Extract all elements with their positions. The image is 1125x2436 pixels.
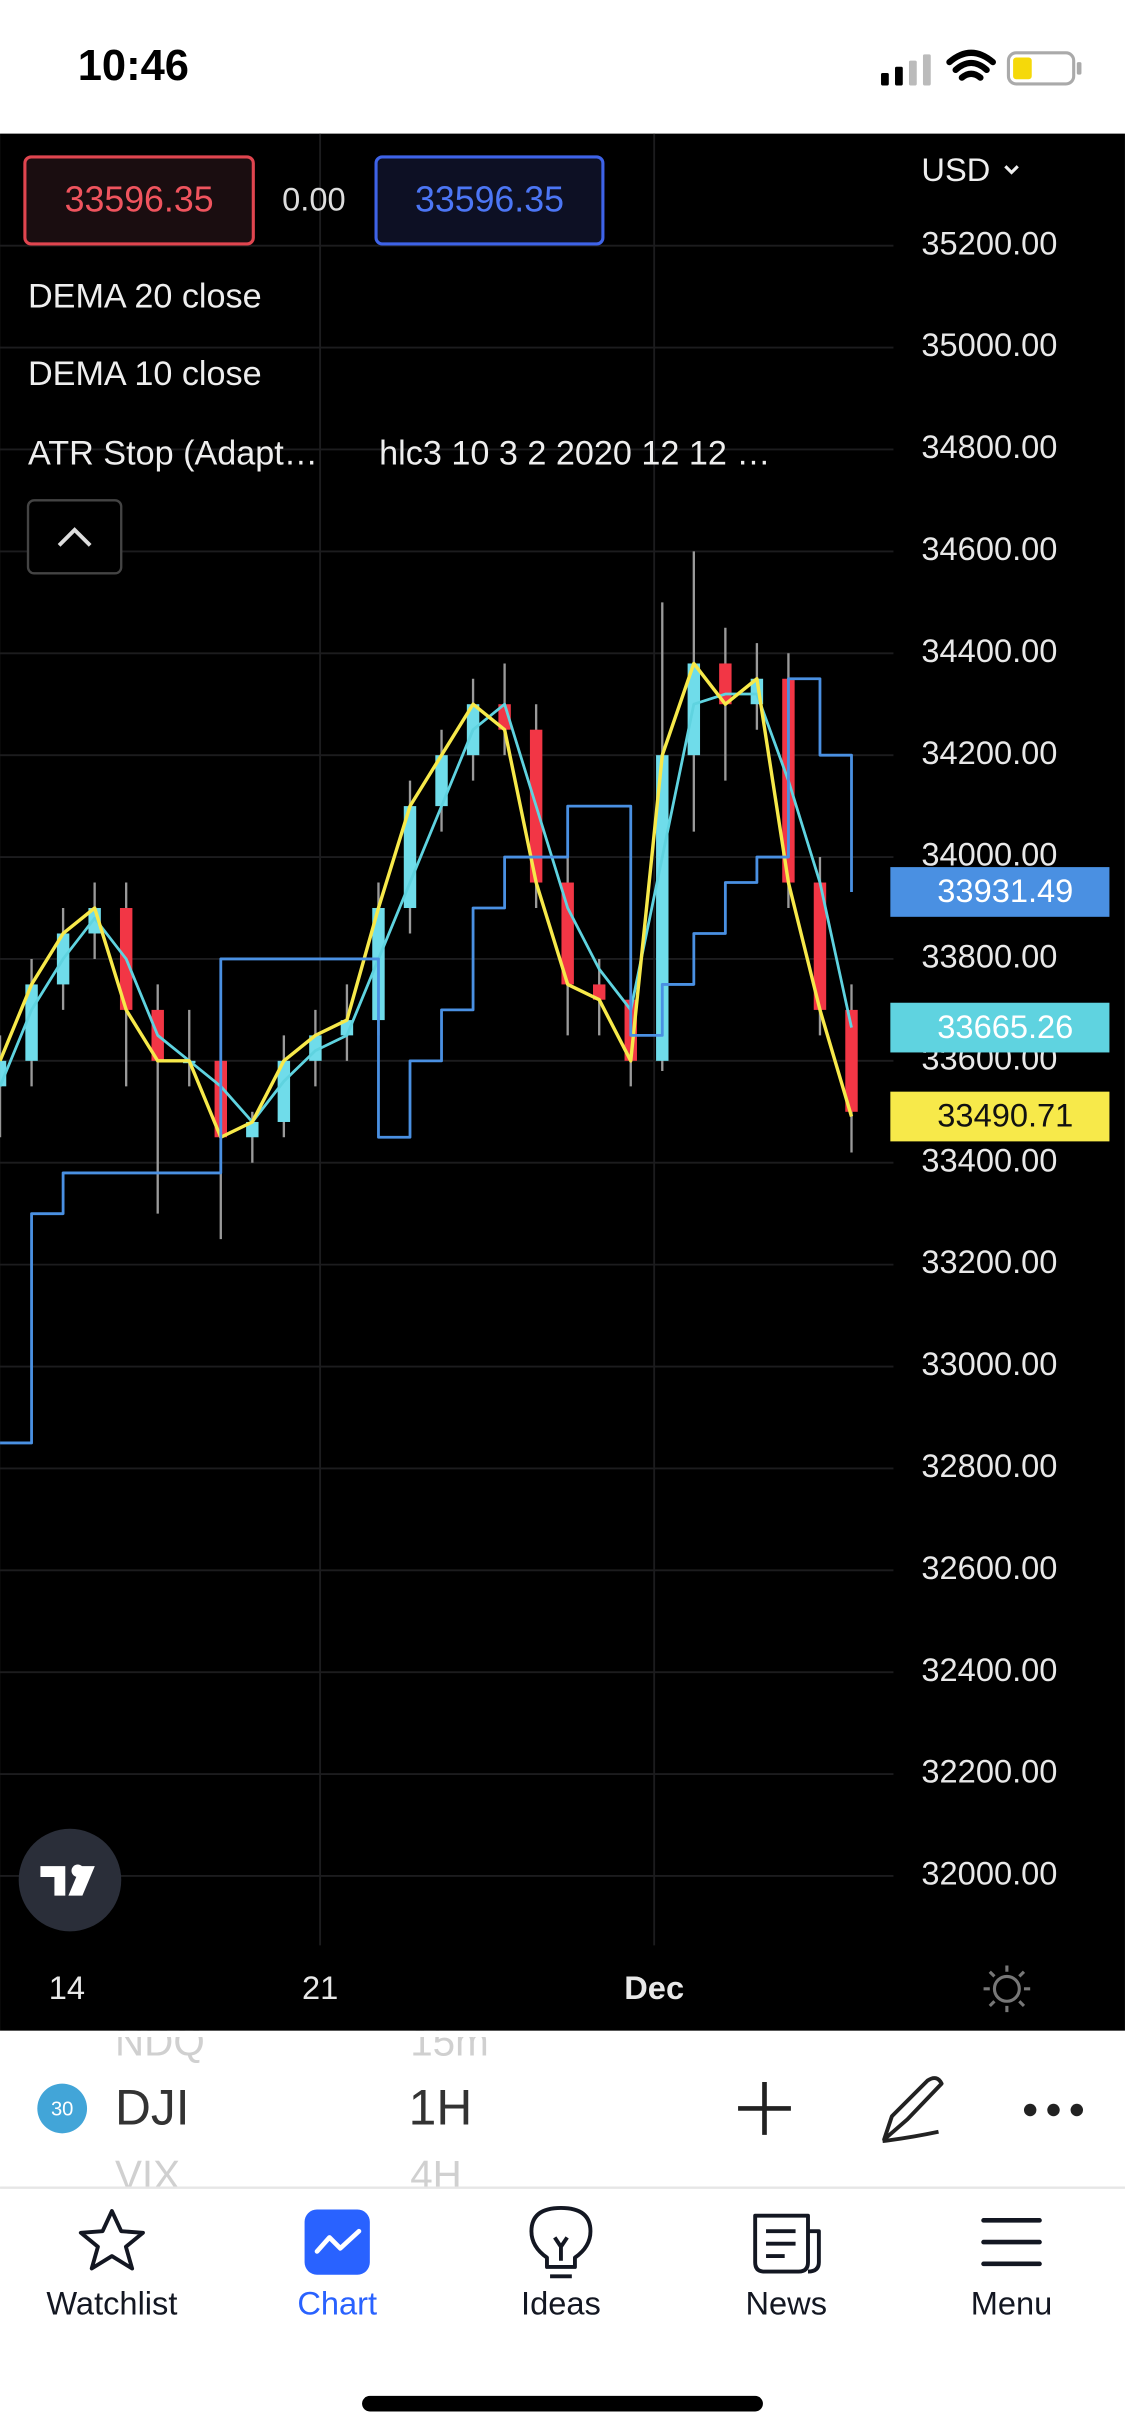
collapse-legend[interactable] (26, 499, 123, 575)
y-tick-label: 32400.00 (921, 1651, 1057, 1688)
battery-icon (1006, 51, 1082, 86)
last-value-tag (890, 1091, 1110, 1142)
candle-body (277, 1060, 291, 1122)
tab-label[interactable]: Watchlist (46, 2284, 177, 2321)
last-value-tag (890, 867, 1110, 917)
home-indicator (362, 2395, 763, 2412)
tab-bar (0, 2187, 1125, 2436)
price-axis: 32000.00 32200.00 32400.00 32600.00 32800.00… (890, 224, 1110, 1892)
candle-body (340, 1020, 354, 1036)
sell-price: 33596.35 (65, 179, 214, 219)
ideas-icon[interactable] (529, 2205, 593, 2279)
legend-atr[interactable]: ATR Stop (Adapt… (28, 434, 318, 472)
candle-body (561, 882, 574, 985)
candle-body (246, 1121, 259, 1138)
y-tick-label: 34600.00 (921, 530, 1057, 567)
clock: 10:46 (78, 42, 189, 90)
candle-body (435, 755, 448, 807)
signal-icon (881, 54, 931, 86)
spread: 0.00 (282, 181, 345, 218)
sell-button[interactable] (23, 155, 255, 246)
tab-label[interactable]: Ideas (521, 2284, 601, 2321)
y-tick-label: 32800.00 (921, 1447, 1057, 1484)
interval[interactable]: 1H (409, 2080, 473, 2136)
chevron-up (57, 527, 92, 547)
legend-atr-params: hlc3 10 3 2 2020 12 12 … (379, 434, 770, 472)
currency[interactable]: USD (921, 151, 990, 188)
indicator-line (0, 692, 853, 1124)
candle-body (845, 1009, 858, 1112)
time-axis: 14 21 Dec (49, 1969, 684, 2006)
buy-price: 33596.35 (415, 179, 564, 219)
symbol[interactable]: DJI (115, 2080, 190, 2136)
y-tick-label: 34200.00 (921, 734, 1057, 771)
tv-logo-dot (71, 1864, 84, 1877)
tab-label[interactable]: Menu (971, 2284, 1053, 2321)
candle-body (592, 984, 606, 1000)
tab-label[interactable]: News (745, 2284, 827, 2321)
draw-button[interactable] (882, 2076, 944, 2144)
y-tick-label: 33000.00 (921, 1345, 1057, 1382)
legend-dema10[interactable]: DEMA 10 close (28, 355, 262, 393)
candle-body (813, 882, 827, 1010)
tab-label[interactable]: Chart (297, 2284, 377, 2321)
y-tick-label: 32200.00 (921, 1753, 1057, 1790)
y-tick-label: 35200.00 (921, 224, 1057, 261)
add-button[interactable] (738, 2082, 791, 2135)
y-tick-label: 32000.00 (921, 1855, 1057, 1892)
y-tick-label: 33200.00 (921, 1243, 1057, 1280)
toolbar-top (0, 2030, 1125, 2037)
news-icon[interactable] (753, 2213, 821, 2274)
chart-background (0, 133, 1125, 2031)
legend-dema20[interactable]: DEMA 20 close (28, 277, 262, 315)
last-value-label: 33665.26 (937, 1008, 1073, 1045)
candle-body (403, 806, 417, 909)
menu-icon[interactable] (981, 2218, 1042, 2267)
y-tick-label: 34800.00 (921, 428, 1057, 465)
symbol-badge (37, 2083, 88, 2134)
indicator-line (0, 677, 853, 1445)
last-value-tag (890, 1002, 1110, 1053)
y-tick-label: 34000.00 (921, 836, 1057, 873)
plot-area (0, 551, 858, 1445)
tab-labels: Watchlist Chart Ideas News Menu (46, 2284, 1052, 2321)
currency-chevron (1004, 165, 1019, 175)
y-tick-label: 32600.00 (921, 1549, 1057, 1586)
chart-icon-line (314, 2228, 362, 2254)
last-value-label: 33931.49 (937, 872, 1073, 909)
x-tick-label: Dec (624, 1969, 684, 2006)
x-tick-label: 14 (49, 1969, 85, 2006)
y-tick-label: 34400.00 (921, 632, 1057, 669)
badge-text: 30 (51, 2098, 73, 2120)
candle-body (0, 1060, 7, 1087)
tv-logo[interactable] (18, 1828, 122, 1932)
y-tick-label: 33400.00 (921, 1141, 1057, 1178)
last-value-label: 33490.71 (937, 1097, 1073, 1134)
theme-toggle[interactable] (983, 1965, 1031, 2013)
indicator-line (0, 661, 854, 1139)
y-tick-label: 33800.00 (921, 938, 1057, 975)
buy-button[interactable] (374, 155, 605, 246)
status-bar (0, 0, 1125, 134)
y-tick-label: 35000.00 (921, 326, 1057, 363)
wifi-icon (946, 49, 997, 81)
watchlist-icon[interactable] (78, 2209, 145, 2271)
x-tick-label: 21 (302, 1969, 338, 2006)
more-button[interactable] (1023, 2103, 1084, 2117)
